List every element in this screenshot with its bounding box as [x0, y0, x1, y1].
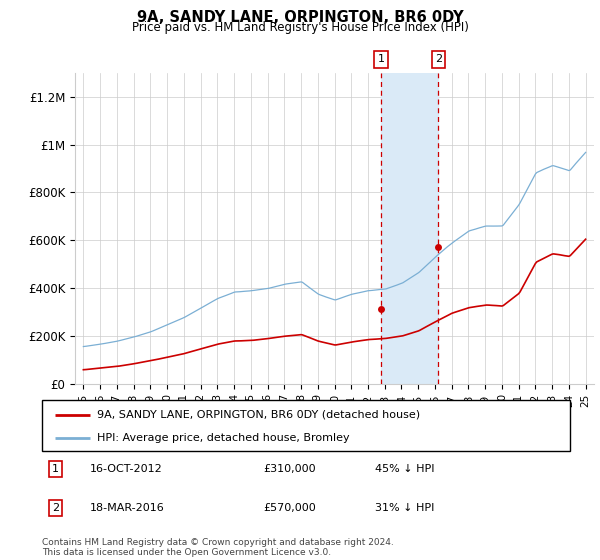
- Text: 9A, SANDY LANE, ORPINGTON, BR6 0DY: 9A, SANDY LANE, ORPINGTON, BR6 0DY: [137, 10, 463, 25]
- Text: 2: 2: [435, 54, 442, 64]
- Text: 18-MAR-2016: 18-MAR-2016: [89, 503, 164, 513]
- Text: HPI: Average price, detached house, Bromley: HPI: Average price, detached house, Brom…: [97, 433, 350, 443]
- Text: £570,000: £570,000: [264, 503, 317, 513]
- Text: 1: 1: [52, 464, 59, 474]
- Text: 2: 2: [52, 503, 59, 513]
- Text: 16-OCT-2012: 16-OCT-2012: [89, 464, 162, 474]
- Bar: [381, 73, 439, 384]
- Text: Price paid vs. HM Land Registry's House Price Index (HPI): Price paid vs. HM Land Registry's House …: [131, 21, 469, 34]
- FancyBboxPatch shape: [42, 400, 570, 451]
- Text: 1: 1: [378, 54, 385, 64]
- Text: £310,000: £310,000: [264, 464, 316, 474]
- Text: 31% ↓ HPI: 31% ↓ HPI: [374, 503, 434, 513]
- Text: 9A, SANDY LANE, ORPINGTON, BR6 0DY (detached house): 9A, SANDY LANE, ORPINGTON, BR6 0DY (deta…: [97, 409, 421, 419]
- Text: 45% ↓ HPI: 45% ↓ HPI: [374, 464, 434, 474]
- Text: Contains HM Land Registry data © Crown copyright and database right 2024.
This d: Contains HM Land Registry data © Crown c…: [42, 538, 394, 557]
